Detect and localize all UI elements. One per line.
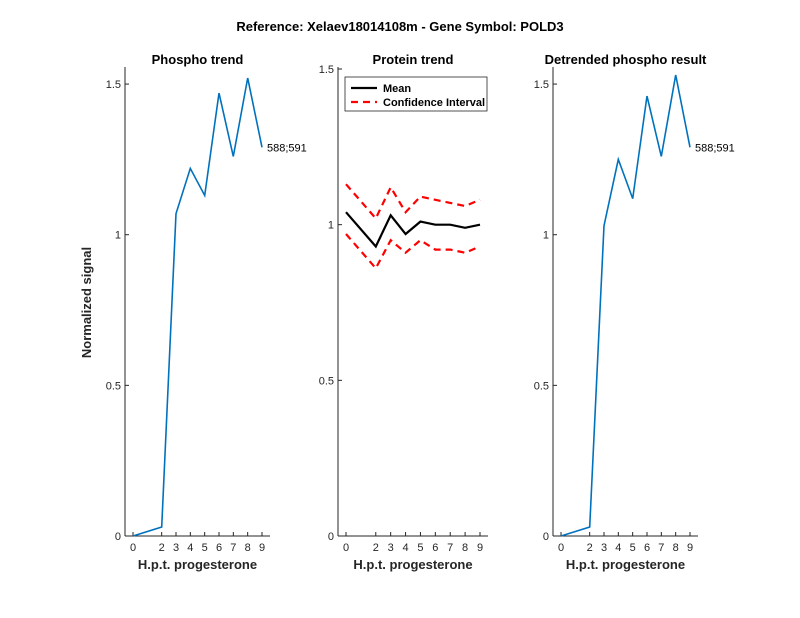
chart-title: Protein trend bbox=[373, 52, 454, 67]
series-line-mean bbox=[345, 211, 481, 249]
x-tick-label: 2 bbox=[159, 542, 165, 554]
x-tick-label: 2 bbox=[587, 542, 593, 554]
series-line-ci-upper bbox=[345, 183, 481, 221]
x-axis-label: H.p.t. progesterone bbox=[566, 557, 685, 572]
x-tick-label: 7 bbox=[230, 542, 236, 554]
x-tick-label: 0 bbox=[343, 542, 349, 554]
chart-title: Phospho trend bbox=[152, 52, 244, 67]
figure-suptitle: Reference: Xelaev18014108m - Gene Symbol… bbox=[236, 19, 563, 34]
chart-panel-1: 0 0.5 1 1.5 0 2 3 4 5 6 7 8 9 Phospho trend H.p.t. pro… bbox=[79, 52, 307, 572]
x-tick-label: 5 bbox=[417, 542, 423, 554]
chart-panel-3: 0 0.5 1 1.5 0 2 3 4 5 6 7 8 9 Detrended phospho resul… bbox=[534, 52, 735, 572]
x-tick-label: 0 bbox=[558, 542, 564, 554]
x-tick-label: 4 bbox=[615, 542, 621, 554]
x-tick-label: 3 bbox=[173, 542, 179, 554]
series-line-phospho bbox=[560, 74, 691, 537]
y-tick-label: 0 bbox=[543, 531, 549, 543]
x-tick-label: 8 bbox=[673, 542, 679, 554]
y-axis-label: Normalized signal bbox=[79, 247, 94, 358]
x-tick-label: 8 bbox=[245, 542, 251, 554]
y-tick-label: 0.5 bbox=[106, 380, 121, 392]
x-tick-label: 0 bbox=[130, 542, 136, 554]
y-tick-label: 0 bbox=[328, 531, 334, 543]
x-tick-label: 6 bbox=[432, 542, 438, 554]
y-tick-label: 1.5 bbox=[106, 79, 121, 91]
y-tick-label: 1 bbox=[115, 230, 121, 242]
y-tick-label: 1 bbox=[328, 220, 334, 232]
x-tick-label: 8 bbox=[462, 542, 468, 554]
legend-label: Confidence Interval bbox=[383, 97, 485, 109]
x-tick-label: 9 bbox=[477, 542, 483, 554]
x-axis-label: H.p.t. progesterone bbox=[138, 557, 257, 572]
y-tick-label: 0.5 bbox=[319, 375, 334, 387]
x-tick-label: 3 bbox=[388, 542, 394, 554]
chart-panel-2: 0 0.5 1 1.5 0 2 3 4 5 6 7 8 9 Protein trend H.p.t. pro… bbox=[319, 52, 488, 572]
y-tick-label: 0.5 bbox=[534, 380, 549, 392]
series-line-phospho bbox=[132, 77, 263, 537]
y-tick-label: 1 bbox=[543, 230, 549, 242]
x-tick-label: 6 bbox=[216, 542, 222, 554]
x-tick-label: 3 bbox=[601, 542, 607, 554]
x-tick-label: 6 bbox=[644, 542, 650, 554]
x-tick-label: 5 bbox=[202, 542, 208, 554]
x-tick-label: 7 bbox=[658, 542, 664, 554]
legend: Mean Confidence Interval bbox=[344, 76, 488, 112]
x-tick-label: 7 bbox=[447, 542, 453, 554]
x-axis-label: H.p.t. progesterone bbox=[353, 557, 472, 572]
legend-label: Mean bbox=[383, 83, 411, 95]
x-tick-label: 4 bbox=[402, 542, 408, 554]
chart-title: Detrended phospho result bbox=[545, 52, 707, 67]
y-tick-label: 0 bbox=[115, 531, 121, 543]
x-tick-label: 2 bbox=[373, 542, 379, 554]
x-tick-label: 5 bbox=[630, 542, 636, 554]
x-tick-label: 9 bbox=[259, 542, 265, 554]
series-line-ci-lower bbox=[345, 233, 481, 271]
x-tick-label: 4 bbox=[187, 542, 193, 554]
legend-box bbox=[344, 76, 488, 112]
x-tick-label: 9 bbox=[687, 542, 693, 554]
series-annotation: 588;591 bbox=[267, 142, 307, 154]
series-annotation: 588;591 bbox=[695, 142, 735, 154]
y-tick-label: 1.5 bbox=[534, 79, 549, 91]
y-tick-label: 1.5 bbox=[319, 64, 334, 76]
